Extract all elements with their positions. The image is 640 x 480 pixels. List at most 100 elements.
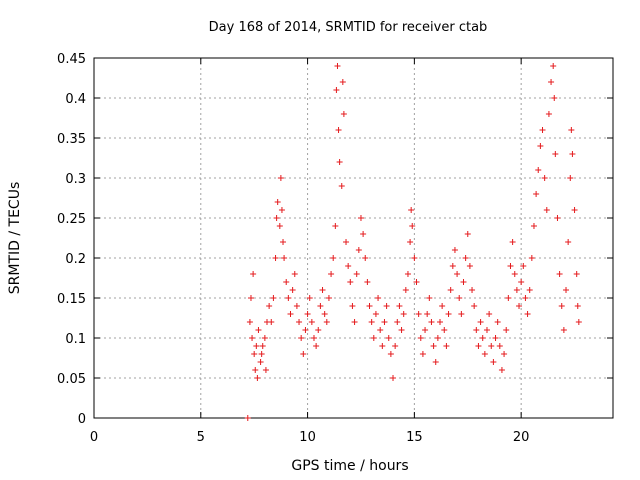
data-point	[272, 255, 279, 261]
data-point	[503, 327, 510, 333]
data-point	[247, 295, 254, 301]
grid	[94, 58, 613, 418]
data-point	[424, 311, 431, 317]
x-tick-label: 15	[406, 430, 423, 445]
y-tick-label: 0.4	[65, 92, 86, 107]
data-point	[516, 303, 523, 309]
data-point	[437, 319, 443, 325]
data-point	[250, 271, 257, 277]
data-point	[447, 287, 454, 293]
data-point	[253, 343, 260, 349]
data-point	[251, 351, 258, 357]
data-point	[552, 151, 559, 157]
x-tick-label: 0	[90, 430, 98, 445]
data-point	[505, 295, 512, 301]
y-tick-label: 0.25	[57, 212, 86, 227]
data-point	[317, 303, 324, 309]
data-point	[524, 311, 531, 317]
data-point	[477, 319, 484, 325]
data-point	[244, 415, 251, 421]
plot-frame	[93, 57, 614, 419]
data-point	[400, 311, 407, 317]
data-point	[306, 295, 313, 301]
data-point	[366, 303, 373, 309]
data-point	[530, 223, 537, 229]
data-point	[411, 255, 418, 261]
y-tick-label: 0.35	[57, 132, 86, 147]
y-axis-label: SRMTID / TECUs	[7, 182, 23, 295]
data-point	[387, 351, 394, 357]
data-point	[520, 263, 527, 269]
data-point	[513, 287, 520, 293]
y-tick-label: 0.3	[65, 172, 86, 187]
data-point	[343, 239, 350, 245]
data-point	[575, 319, 582, 325]
x-axis-label: GPS time / hours	[291, 458, 408, 474]
data-point	[328, 271, 335, 277]
data-point	[304, 311, 311, 317]
data-point	[526, 287, 533, 293]
data-point	[567, 175, 574, 181]
data-point	[443, 343, 450, 349]
data-point	[456, 295, 463, 301]
data-point	[390, 375, 397, 381]
data-point	[535, 167, 542, 173]
data-point	[483, 327, 490, 333]
data-point	[268, 319, 275, 325]
data-point	[486, 311, 493, 317]
data-point	[254, 375, 261, 381]
data-point	[349, 303, 356, 309]
data-point	[462, 255, 469, 261]
data-point	[404, 271, 411, 277]
data-point	[375, 295, 382, 301]
data-point	[451, 247, 458, 253]
data-point	[281, 255, 288, 261]
data-point	[449, 263, 456, 269]
data-point	[473, 327, 480, 333]
y-tick-label: 0.45	[57, 52, 86, 67]
data-point	[409, 223, 416, 229]
data-point	[336, 159, 343, 165]
data-point	[283, 279, 290, 285]
y-tick-label: 0.1	[65, 332, 86, 347]
data-point	[351, 319, 358, 325]
data-point	[379, 343, 386, 349]
data-point	[543, 207, 550, 213]
data-point	[339, 79, 346, 85]
data-point	[479, 335, 486, 341]
data-point	[430, 343, 437, 349]
data-point	[377, 327, 384, 333]
data-point	[490, 359, 497, 365]
data-point	[565, 239, 572, 245]
data-point	[539, 127, 546, 133]
data-point	[277, 175, 284, 181]
x-tick-label: 10	[299, 430, 316, 445]
data-point	[398, 327, 405, 333]
data-point	[413, 279, 420, 285]
data-point	[370, 335, 377, 341]
data-point	[533, 191, 540, 197]
data-point	[381, 319, 388, 325]
y-tick-label: 0.15	[57, 292, 86, 307]
data-point	[494, 319, 501, 325]
data-point	[364, 279, 371, 285]
data-point	[274, 199, 281, 205]
data-point	[385, 335, 392, 341]
y-tick-label: 0.05	[57, 372, 86, 387]
data-point	[392, 343, 399, 349]
data-point	[276, 223, 283, 229]
data-point	[573, 271, 580, 277]
data-point	[255, 327, 262, 333]
data-point	[402, 287, 409, 293]
data-point	[511, 271, 518, 277]
chart-title: Day 168 of 2014, SRMTID for receiver cta…	[209, 20, 488, 35]
data-point	[563, 287, 570, 293]
data-point	[278, 207, 285, 213]
data-point	[362, 255, 369, 261]
data-point	[415, 311, 422, 317]
data-point	[338, 183, 345, 189]
data-point	[266, 303, 273, 309]
y-axis: 0 0.05 0.1 0.15 0.2 0.25 0.3 0.35 0.4 0.45	[57, 52, 613, 427]
data-point	[550, 63, 557, 69]
